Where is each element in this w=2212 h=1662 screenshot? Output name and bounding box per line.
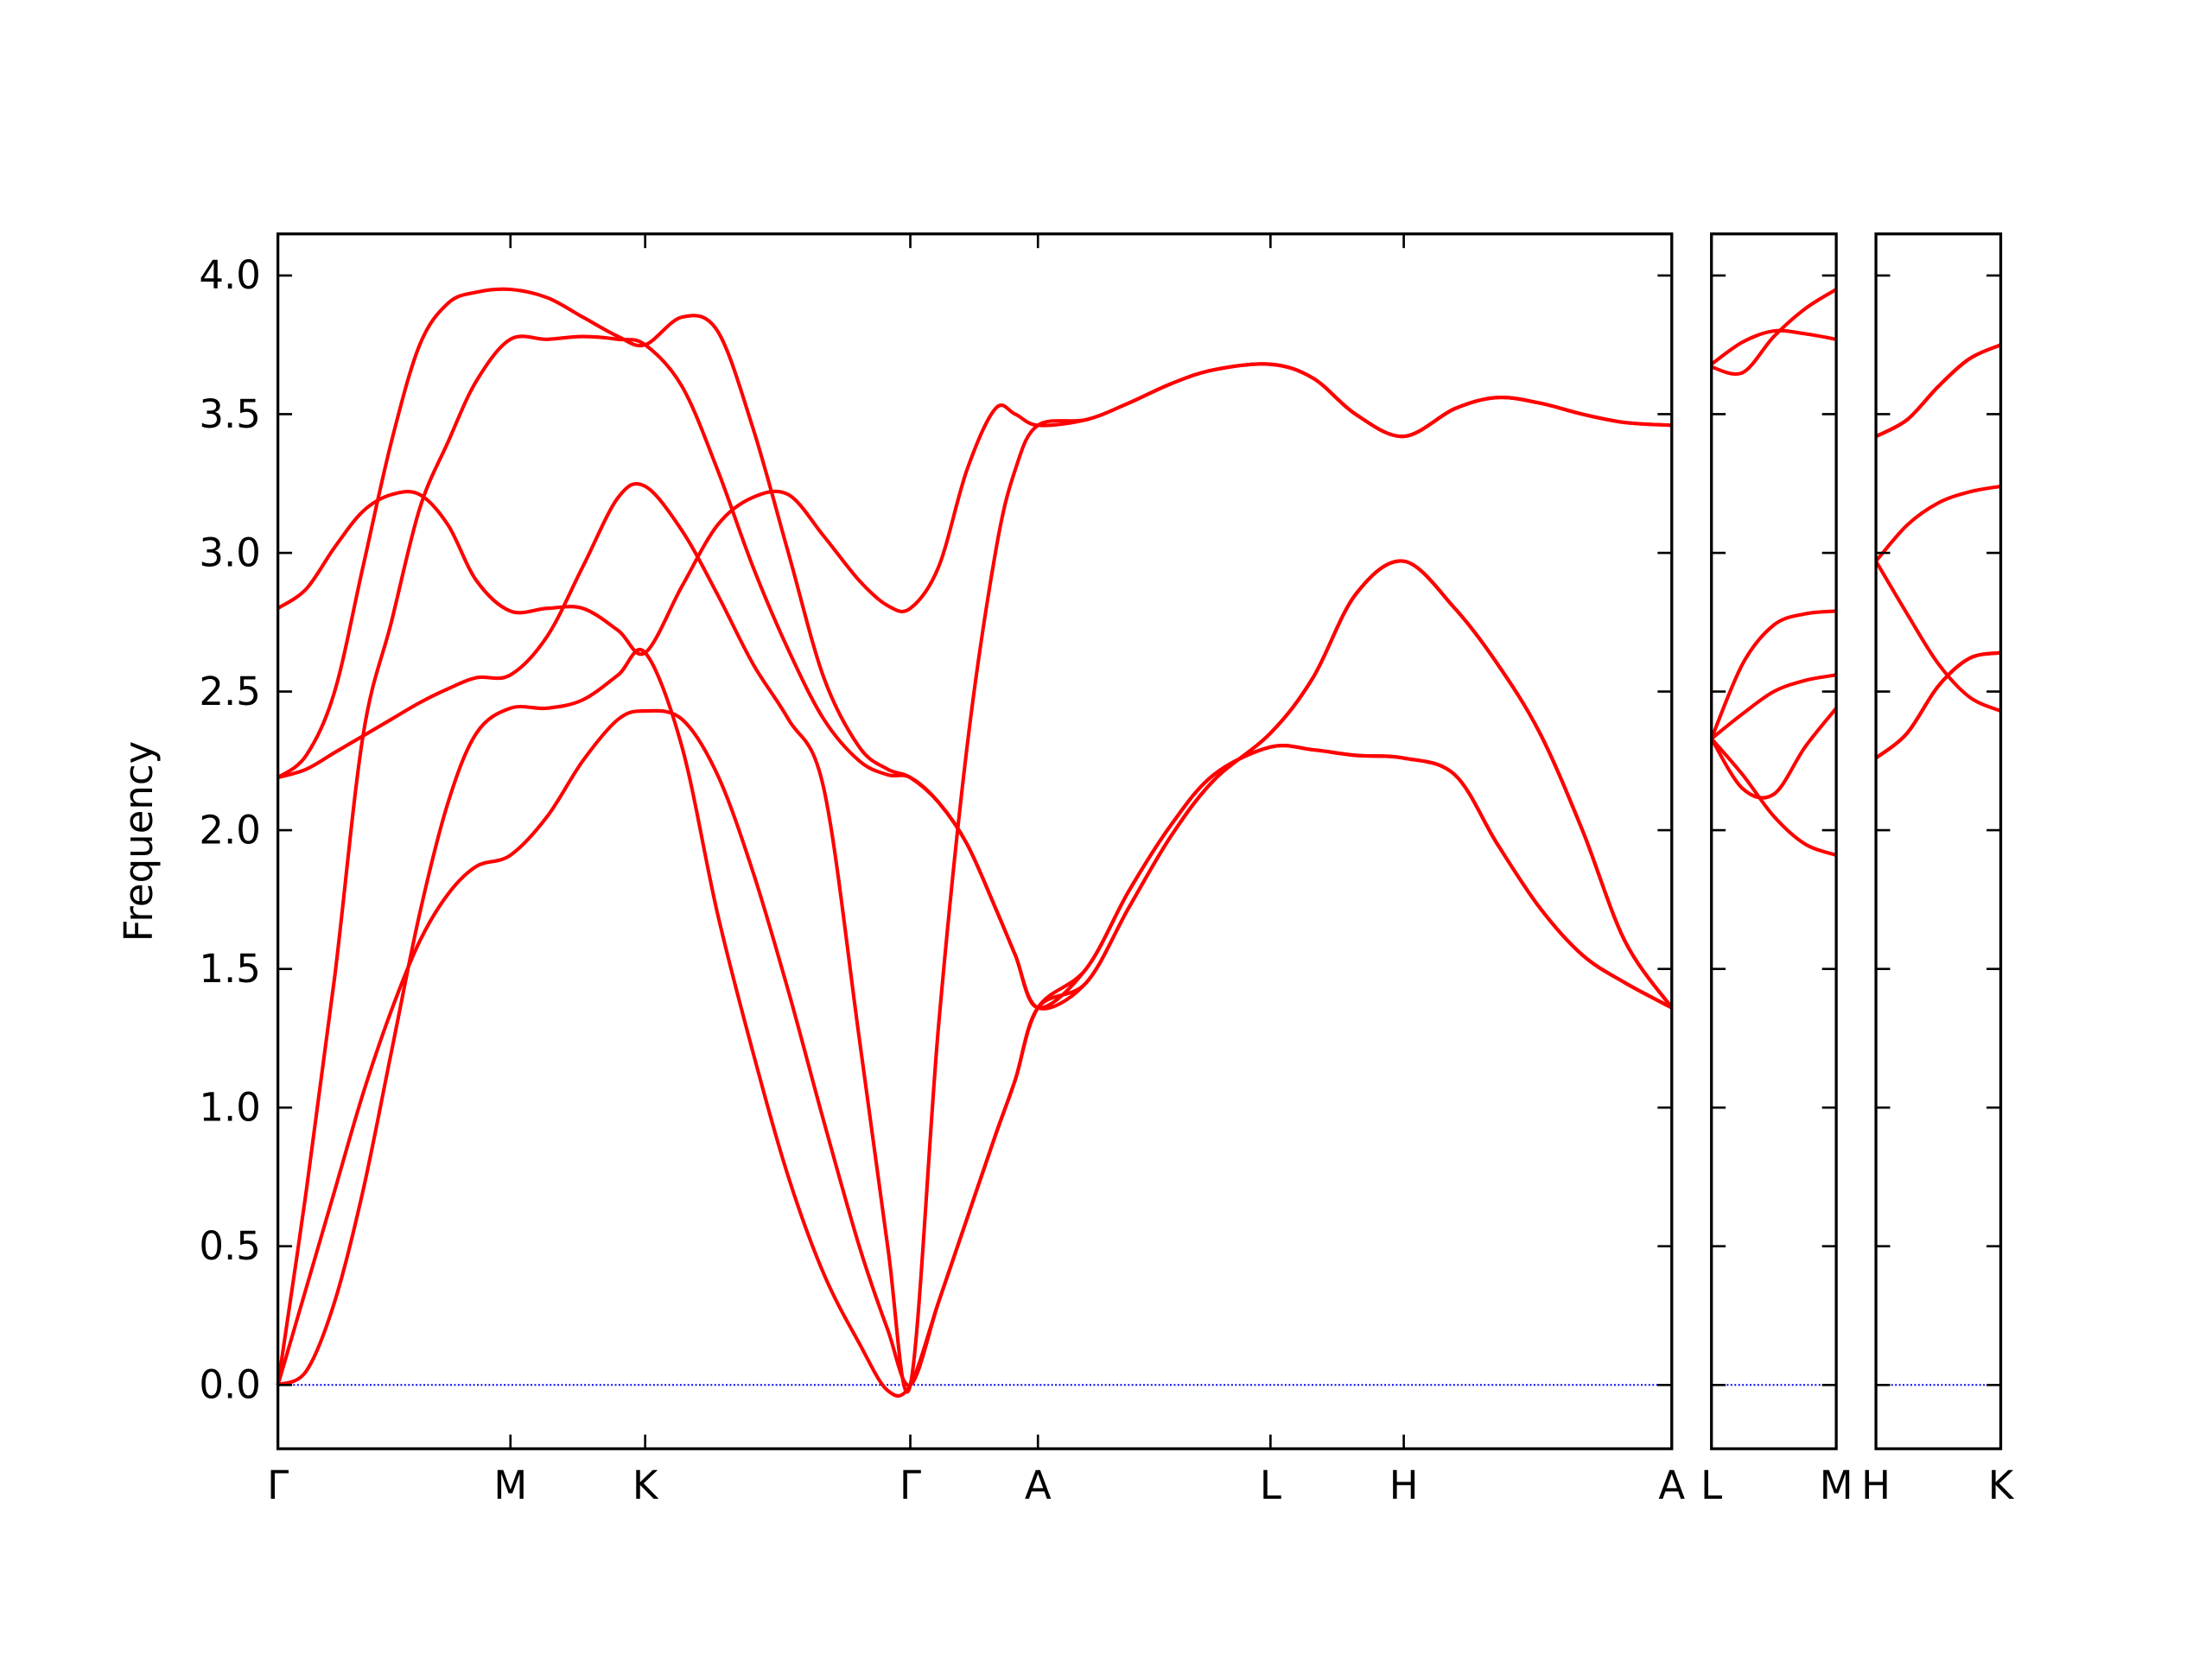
y-tick-label: 1.5 (199, 946, 261, 992)
band-line (1709, 707, 1838, 800)
x-tick-label: A (1025, 1462, 1052, 1508)
axes-frame (276, 232, 1674, 1450)
x-tick-label: K (632, 1462, 659, 1508)
y-tick-label: 3.0 (199, 530, 261, 575)
y-tick-label: 0.0 (199, 1362, 261, 1408)
band-line (1874, 560, 2002, 713)
band-line (1710, 673, 1837, 740)
band-line (277, 362, 1672, 1394)
y-tick-label: 0.5 (199, 1223, 261, 1269)
band-line (276, 708, 1673, 1387)
y-tick-label: 1.0 (199, 1084, 261, 1130)
x-tick-label: L (1700, 1462, 1722, 1508)
band-line (1710, 328, 1837, 366)
x-tick-label: L (1260, 1462, 1281, 1508)
band-line (1874, 484, 2001, 562)
band-line (1874, 650, 2001, 760)
band-line (1875, 343, 2002, 438)
x-tick-label: H (1861, 1462, 1891, 1508)
band-line (1875, 343, 2002, 438)
band-line (1710, 737, 1837, 857)
x-tick-label: H (1389, 1462, 1419, 1508)
y-tick-label: 3.5 (199, 391, 261, 437)
x-tick-label: M (1820, 1462, 1853, 1508)
x-tick-label: K (1988, 1462, 2015, 1508)
y-axis-label: Frequency (116, 741, 162, 942)
axes-frame (1710, 232, 1838, 1450)
axes-frame (1874, 232, 2003, 1450)
x-tick-label: Γ (899, 1462, 921, 1508)
y-tick-label: 2.0 (199, 807, 261, 853)
band-line (276, 287, 1674, 1011)
band-line (1711, 288, 1838, 376)
band-line (1709, 609, 1837, 739)
x-tick-label: M (493, 1462, 527, 1508)
y-tick-label: 4.0 (199, 252, 261, 298)
band-line (276, 362, 1672, 657)
x-tick-label: Γ (267, 1462, 289, 1508)
y-tick-label: 2.5 (199, 669, 261, 714)
x-tick-label: A (1658, 1462, 1685, 1508)
band-line (276, 334, 1673, 1386)
